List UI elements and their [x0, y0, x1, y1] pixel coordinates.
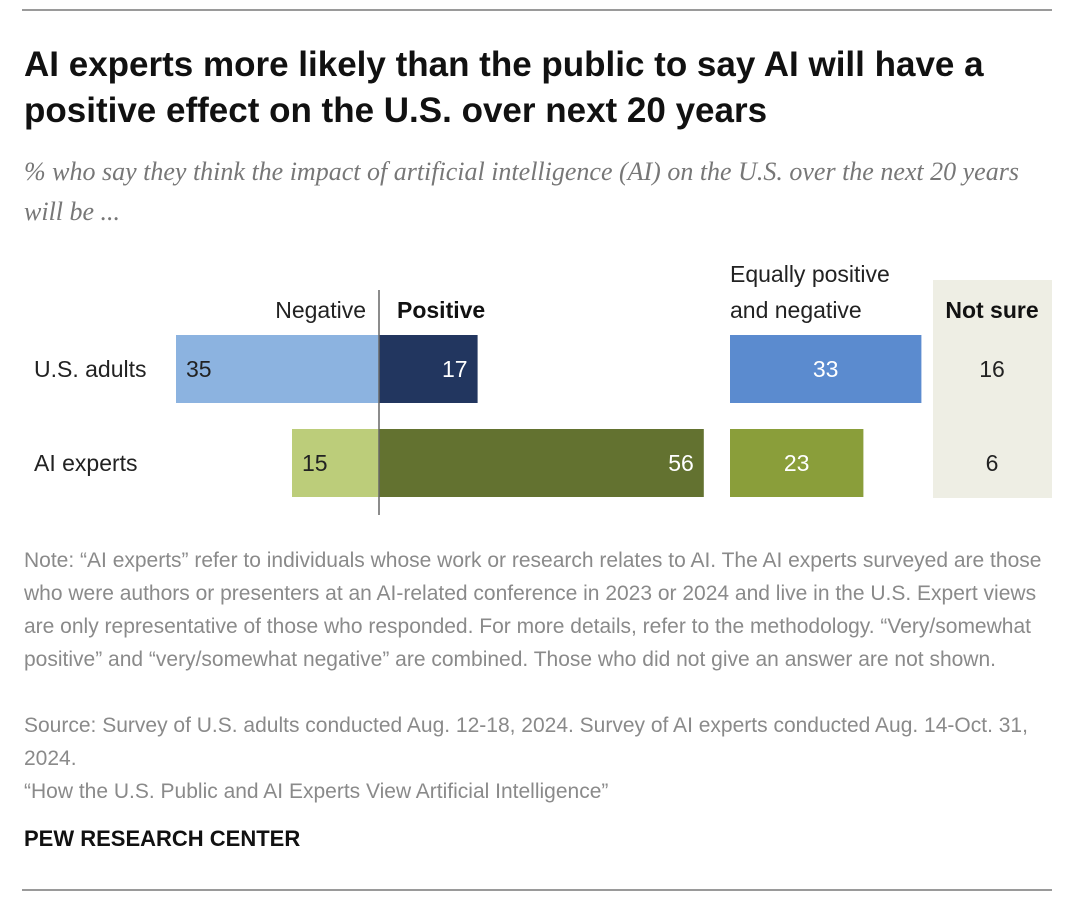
header-equal-line2: and negative	[730, 297, 862, 323]
chart: 35 17 33 16 15 56 23 6 Negative Positive Equall…	[34, 261, 1052, 515]
label-not-sure: 6	[986, 450, 999, 476]
header-positive: Positive	[397, 297, 485, 323]
bar-negative	[292, 429, 379, 497]
bar-positive	[379, 335, 478, 403]
label-equal: 33	[813, 356, 839, 382]
not-sure-column-bg	[933, 280, 1052, 498]
category-label: AI experts	[34, 450, 138, 476]
chart-subtitle: % who say they think the impact of artif…	[24, 157, 1019, 226]
bar-equal	[730, 429, 864, 497]
label-negative: 15	[302, 450, 328, 476]
source-text: Source: Survey of U.S. adults conducted …	[24, 714, 1028, 770]
chart-title: AI experts more likely than the public t…	[24, 45, 984, 130]
bar-negative	[176, 335, 379, 403]
header-not-sure: Not sure	[945, 297, 1038, 323]
top-rule	[22, 9, 1052, 11]
bottom-rule	[22, 889, 1052, 891]
pew-logo: PEW RESEARCH CENTER	[24, 826, 301, 851]
label-positive: 17	[442, 356, 468, 382]
category-label: U.S. adults	[34, 356, 147, 382]
header-negative: Negative	[275, 297, 366, 323]
report-title: “How the U.S. Public and AI Experts View…	[24, 780, 609, 803]
bar-equal	[730, 335, 922, 403]
note-text: Note: “AI experts” refer to individuals …	[24, 549, 1042, 671]
label-positive: 56	[668, 450, 694, 476]
label-equal: 23	[784, 450, 810, 476]
label-not-sure: 16	[979, 356, 1005, 382]
bar-positive	[379, 429, 704, 497]
header-equal-line1: Equally positive	[730, 261, 890, 287]
label-negative: 35	[186, 356, 212, 382]
